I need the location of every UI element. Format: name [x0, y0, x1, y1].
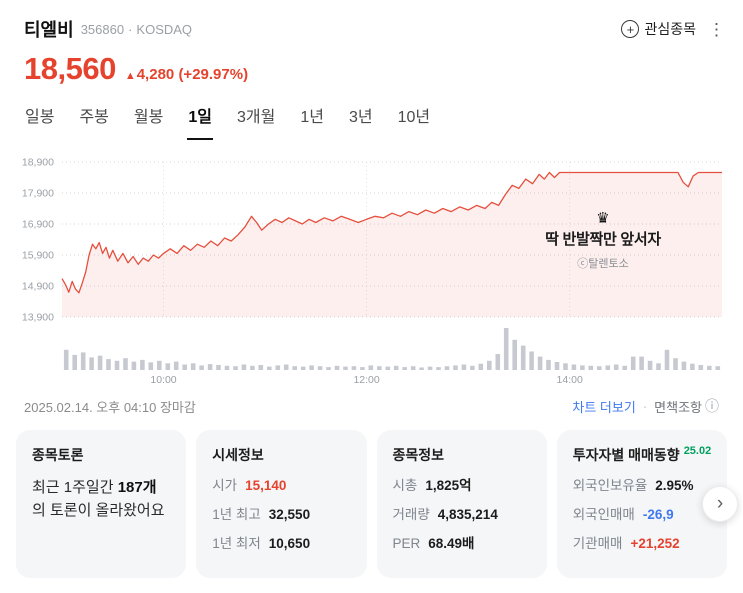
info-row: PER 68.49배 — [392, 536, 475, 551]
tab-1day[interactable]: 1일 — [187, 103, 213, 140]
summary-cards: 종목토론 최근 1주일간 187개의 토론이 올라왔어요 시세정보 시가 15,1… — [16, 430, 738, 578]
up-arrow-icon: ▲ — [124, 70, 136, 82]
svg-text:16,900: 16,900 — [22, 219, 54, 231]
status-bar: 2025.02.14. 오후 04:10 장마감 차트 더보기 · 면책조항 ⓘ — [24, 396, 719, 416]
card-investor-trend[interactable]: 투자자별 매매동향 25.02 외국인보유율 2.95% 외국인매매 -26,9 기… — [556, 430, 727, 578]
watchlist-label: 관심종목 — [644, 21, 696, 37]
header-actions: + 관심종목 ⋮ — [621, 19, 727, 39]
tab-3month[interactable]: 3개월 — [236, 103, 276, 140]
disclaimer-link[interactable]: 면책조항 ⓘ — [654, 396, 719, 416]
svg-text:12:00: 12:00 — [353, 374, 379, 386]
stock-detail-page: 티엘비 356860 · KOSDAQ + 관심종목 ⋮ 18,560 ▲4,2… — [0, 16, 743, 578]
info-row: 시가 15,140 — [212, 478, 287, 493]
add-watchlist-button[interactable]: + 관심종목 — [621, 19, 696, 39]
info-row: 외국인보유율 2.95% — [572, 478, 694, 493]
price-change: ▲4,280 (+29.97%) — [125, 66, 248, 83]
market-label: KOSDAQ — [136, 21, 193, 37]
card-title: 시세정보 — [212, 447, 264, 463]
tab-weekly[interactable]: 주봉 — [78, 103, 109, 140]
discussion-summary: 최근 1주일간 187개의 토론이 올라왔어요 — [32, 479, 165, 519]
card-title: 투자자별 매매동향 — [572, 447, 680, 463]
stock-name: 티엘비 — [24, 20, 74, 40]
disclaimer-label: 면책조항 — [654, 399, 702, 415]
info-row: 거래량 4,835,214 — [392, 507, 498, 522]
tab-1year[interactable]: 1년 — [299, 103, 325, 140]
market-close-datetime: 2025.02.14. 오후 04:10 장마감 — [24, 399, 196, 415]
status-links: 차트 더보기 · 면책조항 ⓘ — [572, 396, 719, 416]
tab-10year[interactable]: 10년 — [397, 103, 432, 140]
card-title-row: 투자자별 매매동향 25.02 — [573, 445, 711, 465]
info-icon: ⓘ — [705, 398, 719, 414]
plus-circle-icon: + — [621, 20, 640, 38]
card-title: 종목토론 — [32, 447, 84, 463]
tab-daily[interactable]: 일봉 — [24, 103, 55, 140]
info-row: 1년 최저 10,650 — [212, 536, 311, 551]
chart-section: 18,900 17,900 16,900 15,900 14,900 13,900 10:0… — [16, 152, 727, 388]
tab-monthly[interactable]: 월봉 — [133, 103, 164, 140]
change-percent: (+29.97%) — [178, 66, 249, 83]
change-amount: 4,280 — [136, 66, 175, 83]
info-row: 1년 최고 32,550 — [212, 507, 311, 522]
info-row: 기관매매 +21,252 — [572, 536, 680, 551]
separator-dot: · — [642, 398, 648, 414]
period-tabs: 일봉 주봉 월봉 1일 3개월 1년 3년 10년 — [24, 103, 727, 140]
svg-text:10:00: 10:00 — [150, 374, 176, 386]
info-row: 외국인매매 -26,9 — [572, 507, 674, 522]
trend-date-badge: 25.02 — [683, 445, 712, 457]
svg-text:15,900: 15,900 — [22, 250, 54, 262]
card-stock-info[interactable]: 종목정보 시총 1,825억 거래량 4,835,214 PER 68.49배 — [376, 430, 547, 578]
stock-code: 356860 — [80, 21, 125, 37]
svg-text:14:00: 14:00 — [557, 374, 583, 386]
price-volume-chart: 18,900 17,900 16,900 15,900 14,900 13,900 10:0… — [22, 157, 722, 386]
cards-scroll-next-button[interactable]: › — [702, 486, 738, 522]
separator-dot: · — [128, 21, 133, 37]
header: 티엘비 356860 · KOSDAQ + 관심종목 ⋮ — [0, 16, 743, 42]
svg-text:13,900: 13,900 — [22, 312, 54, 324]
more-menu-button[interactable]: ⋮ — [708, 19, 725, 39]
svg-text:18,900: 18,900 — [22, 157, 54, 169]
card-discussion[interactable]: 종목토론 최근 1주일간 187개의 토론이 올라왔어요 — [16, 430, 187, 578]
svg-text:17,900: 17,900 — [22, 188, 54, 200]
chart-more-link[interactable]: 차트 더보기 — [572, 397, 635, 416]
tab-3year[interactable]: 3년 — [348, 103, 374, 140]
card-price-info[interactable]: 시세정보 시가 15,140 1년 최고 32,550 1년 최저 10,650 — [196, 430, 367, 578]
price-section: 18,560 ▲4,280 (+29.97%) — [24, 51, 727, 87]
chevron-right-icon: › — [716, 492, 724, 514]
card-title: 종목정보 — [392, 447, 445, 463]
current-price: 18,560 — [24, 51, 116, 86]
info-row: 시총 1,825억 — [392, 478, 472, 493]
svg-text:14,900: 14,900 — [22, 281, 54, 293]
